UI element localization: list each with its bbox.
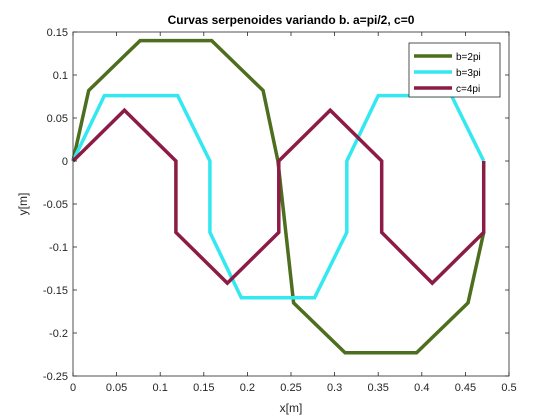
legend: b=2pi b=3pi c=4pi	[408, 42, 501, 98]
x-tick-label: 0.4	[414, 382, 429, 394]
x-tick-label: 0.15	[193, 382, 214, 394]
y-tick-label: 0.1	[53, 70, 68, 82]
chart-title: Curvas serpenoides variando b. a=pi/2, c…	[168, 13, 415, 27]
axes-layer: 0 0.05 0.1 0.15 0.2 0.25 0.3 0.35 0.4 0.45 0.5 -0.2…	[43, 27, 517, 394]
x-tick-label: 0.05	[106, 382, 127, 394]
series-line-2	[71, 93, 486, 300]
y-tick-label: 0.15	[47, 27, 68, 39]
series-layer	[71, 38, 486, 355]
x-tick-label: 0.5	[501, 382, 516, 394]
y-tick-label: -0.15	[43, 285, 68, 297]
y-tick-label: -0.05	[43, 199, 68, 211]
x-axis-label: x[m]	[280, 401, 303, 415]
y-tick-label: -0.1	[49, 242, 68, 254]
y-tick-label: -0.25	[43, 371, 68, 383]
y-tick-label: 0	[62, 156, 68, 168]
legend-label-3: c=4pi	[456, 84, 480, 95]
x-tick-label: 0.3	[327, 382, 342, 394]
x-tick-label: 0.2	[240, 382, 255, 394]
legend-label-1: b=2pi	[456, 52, 481, 63]
y-axis-label: y[m]	[16, 193, 30, 216]
x-tick-label: 0.25	[280, 382, 301, 394]
series-line-3	[71, 107, 486, 286]
y-tick-label: 0.05	[47, 113, 68, 125]
legend-label-2: b=3pi	[456, 68, 481, 79]
y-tick-label: -0.2	[49, 328, 68, 340]
x-tick-label: 0.45	[455, 382, 476, 394]
x-tick-label: 0.35	[367, 382, 388, 394]
x-tick-label: 0	[70, 382, 76, 394]
x-tick-label: 0.1	[153, 382, 168, 394]
